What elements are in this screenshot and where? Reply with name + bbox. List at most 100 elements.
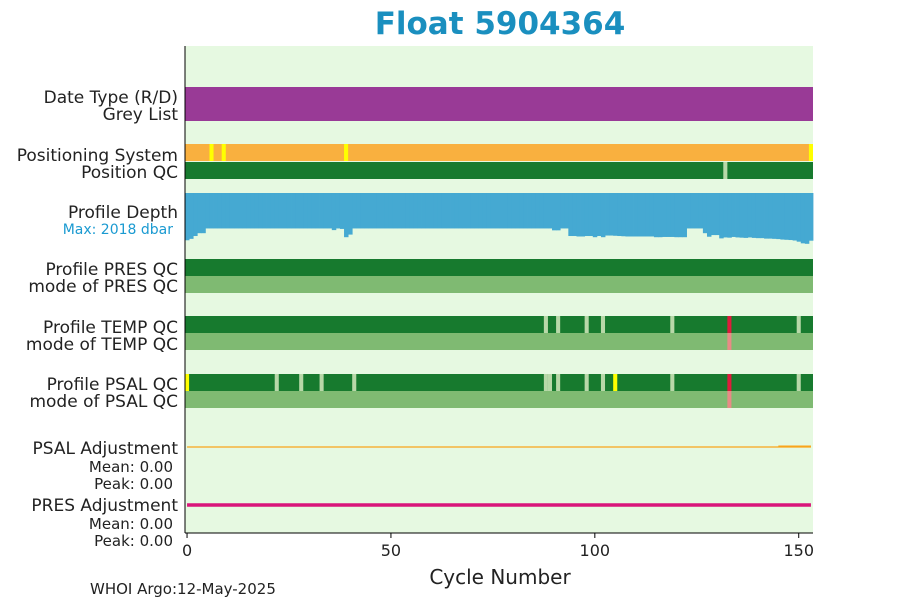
depth-bar-cycle-125	[694, 193, 700, 229]
depth-bar-cycle-146	[780, 193, 785, 240]
depth-bar-cycle-64	[445, 193, 451, 229]
depth-bar-cycle-110	[633, 193, 639, 237]
depth-bar-cycle-127	[702, 193, 708, 234]
depth-bar-cycle-123	[686, 193, 692, 229]
label-psal-qc: Profile PSAL QC	[47, 375, 178, 395]
depth-bar-cycle-19	[262, 193, 267, 229]
depth-bar-cycle-15	[246, 193, 251, 229]
label-psal-peak: Peak: 0.00	[94, 475, 173, 493]
label-position-qc: Position QC	[81, 163, 178, 183]
label-grey-list: Grey List	[103, 105, 179, 125]
depth-bar-cycle-5	[205, 193, 210, 229]
depth-bar-cycle-109	[629, 193, 634, 237]
depth-bar-cycle-130	[715, 193, 720, 236]
label-date-type: Date Type (R/D)	[44, 88, 178, 108]
x-tick-label-0: 0	[182, 541, 192, 560]
data-rows	[185, 87, 813, 507]
depth-bar-cycle-49	[384, 193, 390, 229]
label-pres-mode: mode of PRES QC	[28, 277, 178, 297]
depth-bar-cycle-152	[804, 193, 810, 244]
depth-bar-cycle-24	[282, 193, 288, 229]
depth-bar-cycle-26	[291, 193, 296, 229]
temp-qc-gap-cycle-91	[556, 316, 561, 333]
depth-bar-cycle-31	[311, 193, 316, 229]
depth-bar-cycle-97	[580, 193, 586, 237]
positioning-system-other-cycle-39	[344, 144, 349, 161]
depth-bar-cycle-20	[266, 193, 272, 229]
depth-bar-cycle-58	[421, 193, 426, 229]
depth-bar-cycle-74	[486, 193, 492, 229]
temp-mode-bar	[185, 333, 813, 350]
depth-bar-cycle-60	[429, 193, 435, 229]
depth-bar-cycle-149	[792, 193, 798, 241]
depth-bar-cycle-103	[605, 193, 610, 236]
depth-bar-cycle-136	[739, 193, 745, 238]
depth-bar-cycle-52	[397, 193, 402, 229]
position-qc-bar	[185, 162, 813, 179]
depth-bar-cycle-147	[784, 193, 789, 240]
depth-bar-cycle-142	[764, 193, 769, 239]
depth-bar-cycle-29	[303, 193, 308, 229]
depth-bar-cycle-143	[768, 193, 773, 239]
depth-bar-cycle-93	[564, 193, 569, 229]
depth-bar-cycle-51	[392, 193, 398, 229]
depth-bar-cycle-153	[808, 193, 814, 241]
x-tick-label-50: 50	[381, 541, 401, 560]
psal-qc-gap-cycle-119	[670, 374, 675, 391]
depth-bar-cycle-59	[425, 193, 431, 229]
depth-bar-cycle-0	[185, 193, 190, 241]
positioning-system-other-cycle-6	[209, 144, 214, 161]
date-type-bar	[185, 87, 813, 121]
depth-bar-cycle-150	[796, 193, 802, 242]
pres-mode-bar	[185, 276, 813, 293]
depth-bar-cycle-144	[772, 193, 777, 239]
label-positioning-system: Positioning System	[17, 146, 178, 166]
footer-credit: WHOI Argo:12-May-2025	[90, 580, 276, 598]
depth-bar-cycle-40	[348, 193, 353, 235]
psal-mode-bad-cycle-133	[727, 391, 732, 408]
depth-bar-cycle-54	[405, 193, 410, 229]
depth-bar-cycle-68	[462, 193, 467, 229]
depth-bar-cycle-105	[613, 193, 618, 236]
depth-bar-cycle-108	[625, 193, 630, 237]
depth-bar-cycle-57	[417, 193, 422, 229]
depth-bar-cycle-37	[335, 193, 341, 229]
depth-bar-cycle-13	[238, 193, 243, 229]
label-psal-mean: Mean: 0.00	[89, 458, 173, 476]
temp-qc-gap-cycle-150	[796, 316, 801, 333]
depth-bar-cycle-128	[706, 193, 712, 237]
label-max-depth: Max: 2018 dbar	[63, 222, 174, 238]
psal-mode-bar	[185, 391, 813, 408]
label-temp-mode: mode of TEMP QC	[26, 335, 178, 355]
depth-bar-cycle-86	[535, 193, 541, 229]
depth-bar-cycle-95	[572, 193, 577, 237]
temp-qc-gap-cycle-88	[543, 316, 548, 333]
depth-bar-cycle-137	[743, 193, 749, 238]
depth-bar-cycle-50	[388, 193, 394, 229]
depth-bar-cycle-83	[523, 193, 528, 229]
temp-qc-bad-cycle-133	[727, 316, 732, 333]
psal-qc-gap-cycle-150	[796, 374, 801, 391]
depth-bar-cycle-75	[490, 193, 496, 229]
depth-bar-cycle-94	[568, 193, 573, 237]
depth-bar-cycle-118	[666, 193, 671, 237]
label-pres-qc: Profile PRES QC	[45, 260, 178, 280]
depth-bar-cycle-56	[413, 193, 418, 229]
depth-bar-cycle-85	[531, 193, 537, 229]
depth-bar-cycle-129	[711, 193, 716, 236]
depth-bar-cycle-17	[254, 193, 259, 229]
depth-profile	[185, 193, 814, 244]
depth-bar-cycle-8	[217, 193, 223, 229]
pres-qc-bar	[185, 259, 813, 276]
depth-bar-cycle-140	[755, 193, 761, 239]
depth-bar-cycle-38	[339, 193, 345, 229]
x-tick-label-150: 150	[783, 541, 814, 560]
psal-qc-bar	[185, 374, 813, 391]
psal-qc-gap-cycle-98	[584, 374, 589, 391]
depth-bar-cycle-3	[197, 193, 202, 234]
depth-bar-cycle-99	[588, 193, 594, 237]
depth-bar-cycle-66	[454, 193, 459, 229]
depth-bar-cycle-116	[658, 193, 663, 238]
depth-bar-cycle-88	[543, 193, 549, 229]
temp-mode-bad-cycle-133	[727, 333, 732, 350]
